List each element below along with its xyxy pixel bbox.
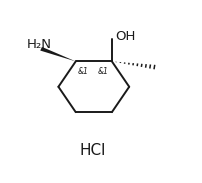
Text: H₂N: H₂N: [27, 38, 52, 51]
Text: OH: OH: [115, 29, 135, 43]
Text: &1: &1: [77, 67, 88, 76]
Polygon shape: [40, 47, 75, 61]
Text: HCl: HCl: [79, 143, 106, 158]
Text: &1: &1: [97, 67, 108, 76]
